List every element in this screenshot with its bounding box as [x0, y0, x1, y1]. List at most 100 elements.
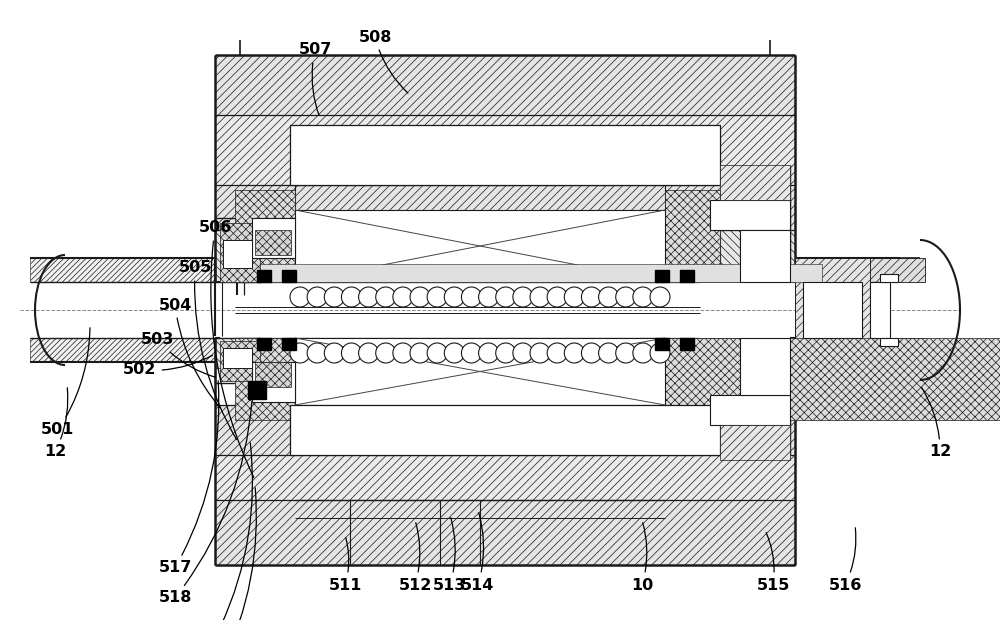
Circle shape — [599, 287, 619, 307]
Bar — [295, 338, 665, 405]
Bar — [215, 455, 795, 500]
Text: 517: 517 — [158, 381, 219, 575]
Bar — [220, 223, 260, 282]
Bar — [295, 210, 665, 282]
Circle shape — [324, 343, 344, 363]
Bar — [255, 230, 291, 255]
Text: 514: 514 — [461, 513, 495, 593]
Bar — [215, 500, 795, 565]
Circle shape — [530, 343, 550, 363]
Bar — [665, 338, 1000, 420]
Bar — [257, 270, 271, 282]
Text: 509: 509 — [198, 443, 253, 620]
Bar — [680, 338, 694, 350]
Bar — [680, 270, 694, 282]
Circle shape — [341, 343, 361, 363]
Text: 502: 502 — [123, 355, 213, 378]
Circle shape — [376, 287, 396, 307]
Circle shape — [616, 343, 636, 363]
Text: 513: 513 — [433, 518, 467, 593]
Circle shape — [479, 343, 499, 363]
Circle shape — [547, 343, 567, 363]
Bar — [215, 230, 795, 282]
Circle shape — [650, 343, 670, 363]
Circle shape — [359, 343, 379, 363]
Bar — [870, 338, 925, 362]
Circle shape — [410, 287, 430, 307]
Bar — [290, 125, 720, 185]
Text: 506: 506 — [198, 221, 254, 477]
Circle shape — [581, 343, 601, 363]
Circle shape — [376, 343, 396, 363]
Circle shape — [461, 287, 481, 307]
Circle shape — [633, 343, 653, 363]
Bar — [720, 425, 790, 460]
Circle shape — [393, 287, 413, 307]
Circle shape — [496, 343, 516, 363]
Bar — [220, 341, 260, 381]
Circle shape — [479, 287, 499, 307]
Circle shape — [633, 287, 653, 307]
Bar — [282, 270, 296, 282]
Circle shape — [307, 287, 327, 307]
Circle shape — [513, 287, 533, 307]
Text: 503: 503 — [141, 332, 215, 377]
Text: 12: 12 — [921, 388, 951, 459]
Bar — [235, 338, 295, 420]
Bar — [223, 348, 252, 368]
Circle shape — [530, 287, 550, 307]
Bar — [215, 115, 795, 185]
Bar — [255, 362, 291, 387]
Bar — [235, 190, 295, 282]
Text: 10: 10 — [631, 523, 653, 593]
Circle shape — [341, 287, 361, 307]
Circle shape — [427, 343, 447, 363]
Circle shape — [290, 343, 310, 363]
Bar — [222, 264, 822, 282]
Bar — [290, 405, 720, 455]
Bar — [665, 190, 720, 282]
Bar — [795, 258, 870, 362]
Bar — [282, 338, 296, 350]
Circle shape — [290, 287, 310, 307]
Circle shape — [547, 287, 567, 307]
Text: 501: 501 — [41, 328, 90, 438]
Bar — [215, 55, 795, 115]
Text: 510: 510 — [198, 488, 256, 620]
Text: 512: 512 — [398, 523, 432, 593]
Text: 12: 12 — [44, 388, 68, 459]
Circle shape — [564, 343, 584, 363]
Bar — [215, 405, 795, 455]
Circle shape — [393, 343, 413, 363]
Circle shape — [307, 343, 327, 363]
Bar — [870, 282, 890, 338]
Circle shape — [444, 343, 464, 363]
Text: 511: 511 — [328, 538, 362, 593]
Bar — [655, 270, 669, 282]
Bar — [30, 258, 900, 282]
Circle shape — [599, 343, 619, 363]
Bar — [710, 395, 790, 425]
Circle shape — [496, 287, 516, 307]
Bar — [257, 338, 271, 350]
Text: 505: 505 — [178, 260, 237, 440]
Bar — [215, 338, 795, 368]
Bar — [710, 200, 790, 230]
Circle shape — [324, 287, 344, 307]
Bar — [740, 338, 790, 395]
Bar — [252, 218, 295, 258]
Bar — [720, 165, 790, 200]
Text: 515: 515 — [756, 533, 790, 593]
Bar — [248, 381, 266, 399]
Circle shape — [444, 287, 464, 307]
Circle shape — [513, 343, 533, 363]
Text: 518: 518 — [158, 403, 252, 606]
Bar — [803, 282, 862, 338]
Text: 504: 504 — [158, 298, 220, 408]
Bar — [215, 185, 795, 230]
Bar — [870, 258, 925, 282]
Bar — [880, 274, 898, 282]
Circle shape — [616, 287, 636, 307]
Text: 516: 516 — [828, 528, 862, 593]
Bar — [223, 240, 252, 268]
